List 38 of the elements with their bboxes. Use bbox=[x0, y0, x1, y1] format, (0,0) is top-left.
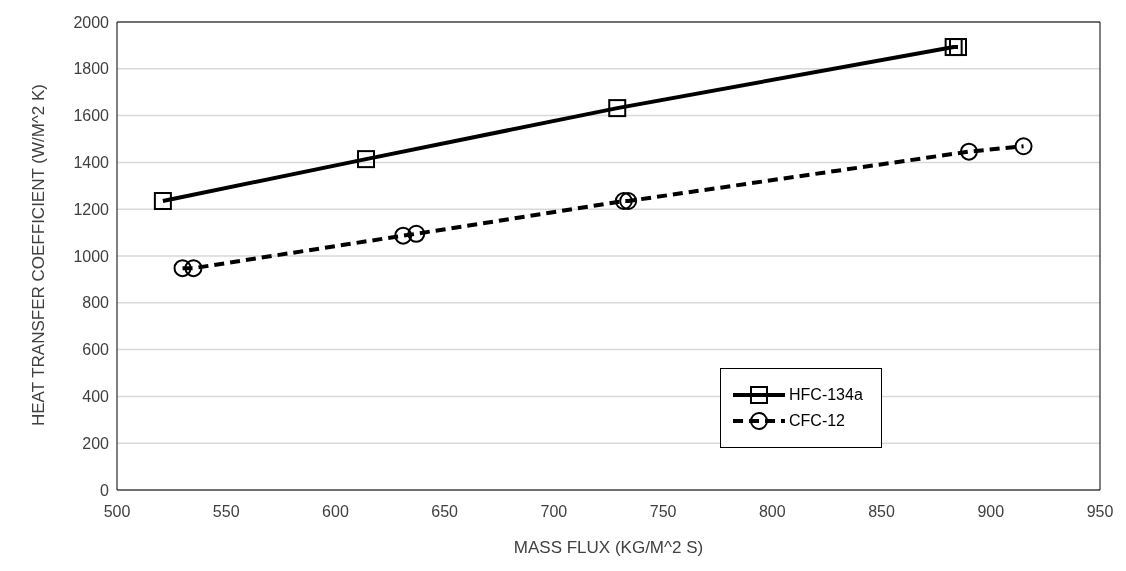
point bbox=[949, 38, 968, 57]
y-tick-label: 1200 bbox=[73, 200, 110, 218]
point bbox=[619, 192, 638, 211]
x-tick-label: 700 bbox=[540, 503, 568, 521]
x-tick-label: 950 bbox=[1086, 503, 1114, 521]
point bbox=[614, 192, 633, 211]
y-tick-label: 800 bbox=[82, 294, 110, 312]
point bbox=[608, 99, 627, 118]
x-tick-label: 750 bbox=[649, 503, 677, 521]
x-axis-title: MASS FLUX (KG/M^2 S) bbox=[513, 538, 704, 557]
y-tick-label: 2000 bbox=[73, 13, 110, 31]
y-tick-label: 1400 bbox=[73, 154, 110, 172]
y-tick-label: 0 bbox=[100, 481, 110, 499]
x-tick-label: 650 bbox=[431, 503, 459, 521]
x-tick-label: 500 bbox=[103, 503, 131, 521]
x-tick-label: 550 bbox=[212, 503, 240, 521]
legend-label: CFC-12 bbox=[789, 412, 846, 430]
point bbox=[173, 259, 192, 278]
x-tick-label: 600 bbox=[322, 503, 349, 521]
point bbox=[944, 38, 963, 57]
point bbox=[184, 259, 203, 278]
x-tick-label: 900 bbox=[977, 503, 1005, 521]
point bbox=[407, 224, 426, 243]
y-axis-title: HEAT TRANSFER COEFFICIENT (W/M^2 K) bbox=[29, 83, 49, 426]
y-tick-label: 400 bbox=[82, 388, 110, 406]
legend-label: HFC-134a bbox=[789, 386, 863, 404]
y-tick-label: 1800 bbox=[73, 60, 110, 78]
y-tick-label: 1000 bbox=[73, 247, 110, 265]
point bbox=[394, 226, 413, 245]
point bbox=[959, 142, 978, 161]
point bbox=[357, 150, 376, 169]
x-tick-label: 800 bbox=[758, 503, 786, 521]
y-tick-label: 600 bbox=[82, 341, 110, 359]
point bbox=[1014, 137, 1033, 156]
y-tick-label: 200 bbox=[82, 434, 110, 452]
y-tick-label: 1600 bbox=[73, 107, 110, 125]
x-tick-label: 850 bbox=[868, 503, 895, 521]
point bbox=[153, 192, 172, 211]
